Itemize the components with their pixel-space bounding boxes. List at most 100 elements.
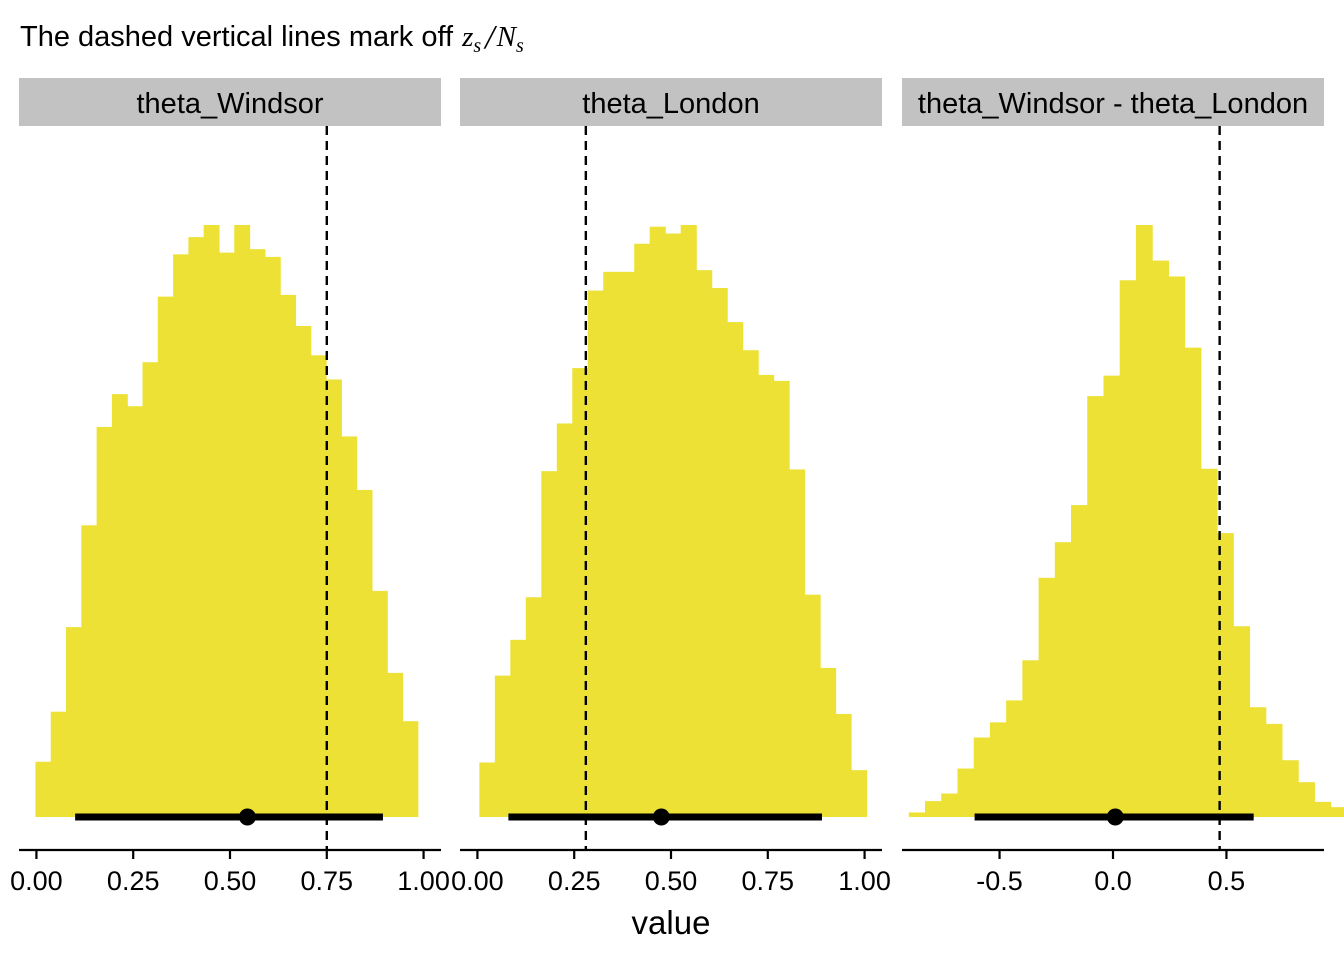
facet-panel: theta_Windsor 0.00 0.25 0.50 0.75 1.00 xyxy=(10,78,450,896)
x-tick-label: 0.25 xyxy=(107,866,160,896)
histogram-bar xyxy=(1184,347,1202,817)
histogram-bar xyxy=(127,406,144,817)
histogram-bar xyxy=(356,489,373,817)
histogram-bar xyxy=(941,793,959,817)
histogram-bar xyxy=(249,249,266,817)
histogram-bar xyxy=(1330,807,1344,817)
x-tick-label: 1.00 xyxy=(397,866,450,896)
x-tick-label: -0.5 xyxy=(976,866,1023,896)
histogram-bar xyxy=(1265,723,1283,817)
histogram-bar xyxy=(989,722,1007,817)
histogram-bar xyxy=(1087,396,1105,817)
histogram-bar xyxy=(1200,468,1218,817)
histogram-bar xyxy=(1281,760,1299,817)
histogram-bar xyxy=(572,368,589,817)
histogram-bar xyxy=(66,627,82,817)
histogram-bar xyxy=(1298,782,1315,817)
histogram-bar xyxy=(1217,533,1234,817)
x-tick-label: 1.00 xyxy=(838,866,891,896)
histogram-bar xyxy=(295,325,312,817)
histogram-bar xyxy=(1022,660,1040,817)
x-tick-label: 0.50 xyxy=(204,866,257,896)
histogram-bar xyxy=(310,355,327,817)
histogram-bar xyxy=(1135,225,1153,817)
histogram-bar xyxy=(925,801,942,817)
histogram-bar xyxy=(188,237,205,817)
facet-panels: theta_Windsor 0.00 0.25 0.50 0.75 1.00 theta_L… xyxy=(10,78,1344,896)
histogram-bar xyxy=(1152,260,1169,817)
histogram-bar xyxy=(680,225,697,817)
histogram-bar xyxy=(218,252,235,817)
histogram-bar xyxy=(35,761,52,817)
histogram-bar xyxy=(696,270,713,817)
histogram-bar xyxy=(510,639,527,817)
histogram-bar xyxy=(1314,801,1332,817)
histogram-bar xyxy=(618,271,635,818)
histogram-bar xyxy=(1249,707,1267,817)
histogram-bar xyxy=(957,768,975,817)
histogram-bar xyxy=(234,225,251,817)
x-axis-label: value xyxy=(632,904,711,941)
histogram-bar xyxy=(665,233,682,817)
title-text: The dashed vertical lines mark off xyxy=(20,21,454,53)
x-tick-label: 0.25 xyxy=(548,866,601,896)
point-estimate xyxy=(238,808,256,826)
facet-panel: theta_Windsor - theta_London -0.5 0.0 0.5 xyxy=(902,78,1344,896)
histogram-bar xyxy=(804,594,821,817)
histogram-bar xyxy=(264,256,281,817)
histogram-bar xyxy=(173,254,189,817)
histogram-bar xyxy=(541,471,558,817)
histogram-bar xyxy=(1006,700,1023,817)
histogram-bar xyxy=(1119,280,1137,817)
histogram-bar xyxy=(820,667,837,817)
histogram-bar xyxy=(789,469,806,817)
histogram-bar xyxy=(96,426,113,817)
histogram-bar xyxy=(835,713,852,817)
histogram-bar xyxy=(1038,577,1056,817)
histogram-bar xyxy=(203,225,220,817)
histogram-bar xyxy=(81,525,98,817)
x-tick-label: 0.00 xyxy=(451,866,504,896)
histogram-bar xyxy=(142,362,159,817)
histogram-bar xyxy=(758,374,775,817)
point-estimate xyxy=(652,808,670,826)
facet-strip-label: theta_Windsor xyxy=(137,88,324,120)
x-tick-label: 0.75 xyxy=(301,866,354,896)
histogram-bar xyxy=(556,423,573,817)
facet-strip-label: theta_Windsor - theta_London xyxy=(918,88,1308,120)
histogram-bar xyxy=(742,350,759,817)
facet-strip-label: theta_London xyxy=(582,88,759,120)
histogram-bar xyxy=(1233,626,1251,817)
chart-title: The dashed vertical lines mark off zs/Ns xyxy=(20,19,524,57)
histogram-bar xyxy=(851,770,868,817)
histogram-bar xyxy=(1071,505,1088,817)
facet-strip xyxy=(19,78,441,126)
histogram-bar xyxy=(634,243,651,817)
histogram-bar xyxy=(341,436,358,817)
histogram-bar xyxy=(649,226,666,817)
x-tick-label: 0.75 xyxy=(742,866,795,896)
histogram-bar xyxy=(525,597,542,817)
x-tick-label: 0.5 xyxy=(1208,866,1246,896)
facet-strip xyxy=(902,78,1324,126)
histogram-bar xyxy=(494,675,511,817)
histogram-bar xyxy=(603,271,620,818)
point-estimate xyxy=(1106,808,1124,826)
histogram-bar xyxy=(280,294,297,817)
histogram-bar xyxy=(908,812,926,817)
histogram-bar xyxy=(371,590,388,817)
histogram-bar xyxy=(1103,375,1121,817)
histogram-bar xyxy=(587,290,604,817)
histogram-bar xyxy=(711,288,728,817)
histogram-bar xyxy=(387,672,404,817)
histogram-bar xyxy=(479,762,496,817)
facet-strip xyxy=(460,78,882,126)
histogram-bar xyxy=(157,296,174,817)
histogram-bar xyxy=(326,379,342,817)
histogram-bar xyxy=(111,394,128,817)
histogram-bar xyxy=(973,737,991,817)
x-tick-label: 0.00 xyxy=(10,866,63,896)
x-tick-label: 0.0 xyxy=(1094,866,1132,896)
x-tick-label: 0.50 xyxy=(645,866,698,896)
